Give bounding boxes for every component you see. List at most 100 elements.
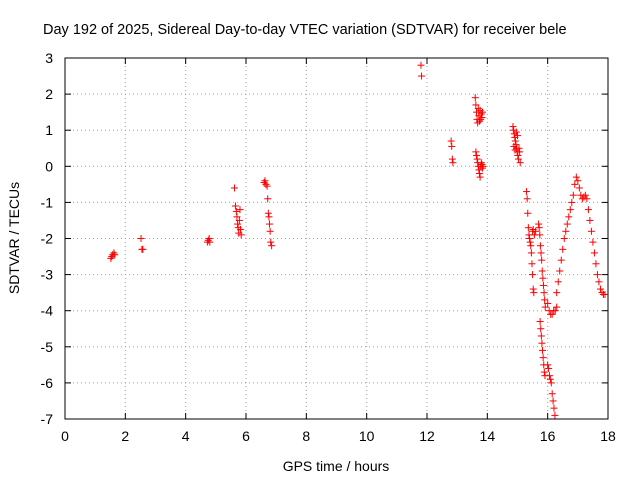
- data-point: [475, 170, 483, 178]
- data-point: [524, 209, 532, 217]
- data-point: [266, 227, 274, 235]
- data-point: [447, 137, 455, 145]
- data-point: [526, 238, 534, 246]
- data-point: [475, 166, 483, 174]
- data-point: [530, 289, 538, 297]
- data-point: [137, 235, 145, 242]
- data-point: [510, 142, 518, 150]
- data-point: [264, 209, 272, 217]
- data-point: [237, 231, 245, 239]
- data-point: [472, 108, 480, 116]
- x-tick-label: 2: [121, 428, 129, 444]
- data-point: [532, 227, 540, 235]
- y-tick-label: 1: [45, 122, 53, 138]
- data-point: [511, 137, 519, 145]
- data-points: [107, 61, 609, 419]
- data-point: [575, 184, 583, 192]
- y-tick-label: -4: [41, 303, 54, 319]
- x-tick-label: 6: [242, 428, 250, 444]
- data-point: [535, 220, 543, 228]
- data-point: [528, 260, 536, 268]
- data-point: [264, 195, 272, 203]
- data-point: [263, 182, 271, 190]
- data-point: [260, 179, 268, 187]
- data-point: [514, 151, 522, 159]
- data-point: [592, 260, 600, 268]
- data-point: [417, 61, 425, 69]
- y-tick-label: -2: [41, 231, 54, 247]
- data-point: [516, 159, 524, 167]
- data-point: [527, 242, 535, 250]
- x-axis: 0 2 4 6 8 10 12 14 16 18: [61, 58, 616, 444]
- data-point: [479, 162, 487, 170]
- data-point: [587, 227, 595, 235]
- y-tick-label: 3: [45, 50, 53, 66]
- x-tick-label: 18: [600, 428, 616, 444]
- data-point: [523, 195, 531, 203]
- data-point: [515, 144, 523, 152]
- data-point: [569, 191, 577, 199]
- y-tick-label: 0: [45, 158, 53, 174]
- data-point: [596, 285, 604, 293]
- data-point: [549, 397, 557, 405]
- data-point: [541, 303, 549, 311]
- data-point: [601, 290, 609, 298]
- data-point: [514, 132, 521, 140]
- data-point: [535, 224, 543, 232]
- data-point: [562, 227, 570, 235]
- data-point: [111, 251, 119, 259]
- data-point: [511, 146, 519, 154]
- data-point: [590, 249, 598, 257]
- data-point: [477, 115, 485, 123]
- data-point: [139, 245, 147, 253]
- data-point: [548, 390, 556, 398]
- data-point: [516, 148, 524, 156]
- data-point: [512, 128, 520, 136]
- data-point: [540, 289, 548, 297]
- data-point: [475, 117, 483, 125]
- data-point: [478, 114, 486, 122]
- data-point: [551, 307, 559, 315]
- data-point: [472, 101, 480, 109]
- data-point: [571, 180, 579, 188]
- data-point: [206, 238, 214, 246]
- data-point: [526, 235, 534, 242]
- x-tick-label: 8: [302, 428, 310, 444]
- data-point: [236, 206, 244, 214]
- data-point: [107, 254, 115, 262]
- data-point: [572, 173, 580, 181]
- data-point: [541, 296, 549, 304]
- data-point: [418, 72, 426, 80]
- data-point: [537, 325, 545, 333]
- data-point: [557, 256, 565, 264]
- data-point: [232, 207, 240, 215]
- y-tick-label: -3: [41, 267, 54, 283]
- y-tick-label: -1: [41, 194, 54, 210]
- data-point: [583, 195, 591, 203]
- data-point: [267, 238, 275, 246]
- data-point: [477, 159, 485, 167]
- data-point: [205, 235, 213, 242]
- data-point: [545, 364, 553, 372]
- y-tick-label: -5: [41, 339, 54, 355]
- data-point: [233, 213, 241, 221]
- data-point: [539, 281, 547, 289]
- data-point: [237, 225, 245, 233]
- data-point: [231, 184, 239, 192]
- data-point: [584, 206, 592, 214]
- data-point: [538, 256, 546, 264]
- x-tick-label: 10: [359, 428, 375, 444]
- data-point: [568, 198, 576, 206]
- data-point: [560, 235, 568, 242]
- data-point: [581, 191, 589, 199]
- data-point: [479, 164, 487, 172]
- data-point: [595, 278, 603, 286]
- data-point: [544, 361, 552, 369]
- data-point: [537, 249, 545, 257]
- data-point: [449, 159, 457, 167]
- data-point: [234, 220, 242, 228]
- data-point: [586, 216, 594, 224]
- data-point: [539, 354, 547, 362]
- data-point: [589, 238, 597, 246]
